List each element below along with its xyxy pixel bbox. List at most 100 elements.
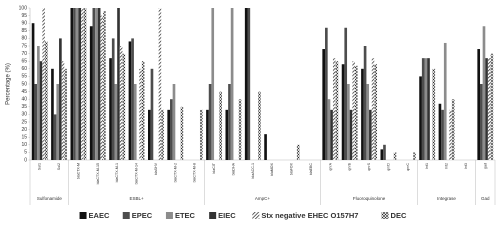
x-tick-label: Sul2 <box>57 163 61 170</box>
group-label: Integrase <box>437 196 456 201</box>
y-tick-label: 30 <box>21 112 27 118</box>
x-tick-label: qnrB <box>348 162 352 170</box>
bar <box>81 7 84 161</box>
bar <box>449 109 452 161</box>
bar <box>172 84 176 160</box>
bar <box>451 99 455 161</box>
y-tick-label: 100 <box>19 5 28 11</box>
bar <box>208 84 212 160</box>
bar <box>352 61 356 161</box>
bar <box>485 58 488 160</box>
y-tick-label: 55 <box>21 74 27 80</box>
bar <box>219 91 223 161</box>
x-tick-label: qnrD <box>386 163 390 171</box>
x-tick-label: Int3 <box>464 163 468 169</box>
legend-swatch <box>165 212 173 219</box>
bar <box>482 26 486 160</box>
bar <box>75 8 79 160</box>
bar <box>199 109 203 161</box>
y-tick-label: 85 <box>21 28 27 34</box>
y-tick-label: 35 <box>21 104 27 110</box>
x-tick-label: blaMOX <box>270 162 274 176</box>
bar <box>119 45 123 161</box>
bar <box>95 8 98 160</box>
y-tick-label: 45 <box>21 89 27 95</box>
bar <box>167 109 171 160</box>
bar <box>419 76 422 160</box>
group-label: Fluoroquinolone <box>353 196 386 201</box>
y-tick-label: 50 <box>21 81 27 87</box>
bar <box>371 58 375 161</box>
bar <box>330 109 333 160</box>
bar <box>109 58 112 160</box>
bar <box>37 46 40 160</box>
bar <box>427 58 430 160</box>
bar <box>369 109 372 160</box>
x-tick-label: blaCTX-M-2 <box>173 163 177 182</box>
bar <box>325 27 328 161</box>
legend-swatch <box>381 212 389 219</box>
bar <box>393 152 397 161</box>
y-tick-label: 15 <box>21 135 27 141</box>
y-tick-label: 80 <box>21 36 27 42</box>
bar <box>424 58 428 160</box>
x-tick-label: blaCTX-M-1 <box>115 163 119 182</box>
bar <box>158 7 162 161</box>
bar <box>432 68 436 161</box>
bar <box>477 49 481 160</box>
y-tick-label: 5 <box>24 150 27 156</box>
bar <box>133 84 137 160</box>
x-tick-label: blaDHA <box>231 162 235 175</box>
x-tick-label: blaACC-1 <box>251 163 255 179</box>
y-tick-label: 75 <box>21 43 27 49</box>
bar <box>335 61 339 161</box>
x-tick-label: blaCTX-M-14 <box>135 163 139 184</box>
bar <box>228 84 231 160</box>
bar <box>332 58 336 161</box>
bar <box>56 84 60 160</box>
bar <box>438 103 442 160</box>
x-tick-label: qnrA <box>328 162 332 170</box>
legend-swatch <box>79 212 87 219</box>
bar <box>111 38 115 160</box>
bar <box>258 91 261 161</box>
bar <box>490 53 494 161</box>
legend-label: EIEC <box>218 211 236 220</box>
bar <box>296 144 300 161</box>
bar <box>363 46 367 160</box>
bar <box>380 149 384 160</box>
bar <box>322 49 326 160</box>
bar <box>161 109 164 161</box>
bar <box>344 27 348 161</box>
bar <box>39 61 43 161</box>
bar <box>122 53 126 161</box>
y-tick-label: 60 <box>21 66 27 72</box>
x-tick-label: qnrC <box>406 163 410 171</box>
bar <box>244 8 248 160</box>
bar <box>139 68 142 161</box>
y-axis-label: Percentage (%) <box>6 63 12 105</box>
bar <box>413 152 416 161</box>
bar <box>211 8 215 160</box>
bar <box>141 61 145 161</box>
x-tick-label: gad <box>483 163 487 169</box>
bar <box>34 84 38 160</box>
x-tick-label: blaCIT <box>212 162 216 173</box>
bar <box>225 109 229 160</box>
bar <box>347 84 350 160</box>
bar <box>103 10 106 161</box>
y-tick-label: 25 <box>21 119 27 125</box>
x-tick-label: blaCTX-M-15 <box>96 163 100 184</box>
bar <box>366 84 370 160</box>
bar <box>128 41 132 160</box>
bar <box>180 106 184 161</box>
bar <box>264 134 267 160</box>
bar <box>349 109 353 160</box>
bar <box>170 99 173 160</box>
y-tick-label: 20 <box>21 127 27 133</box>
bar <box>59 38 62 160</box>
bar <box>354 65 358 161</box>
bar <box>83 7 87 161</box>
bar <box>100 15 104 161</box>
